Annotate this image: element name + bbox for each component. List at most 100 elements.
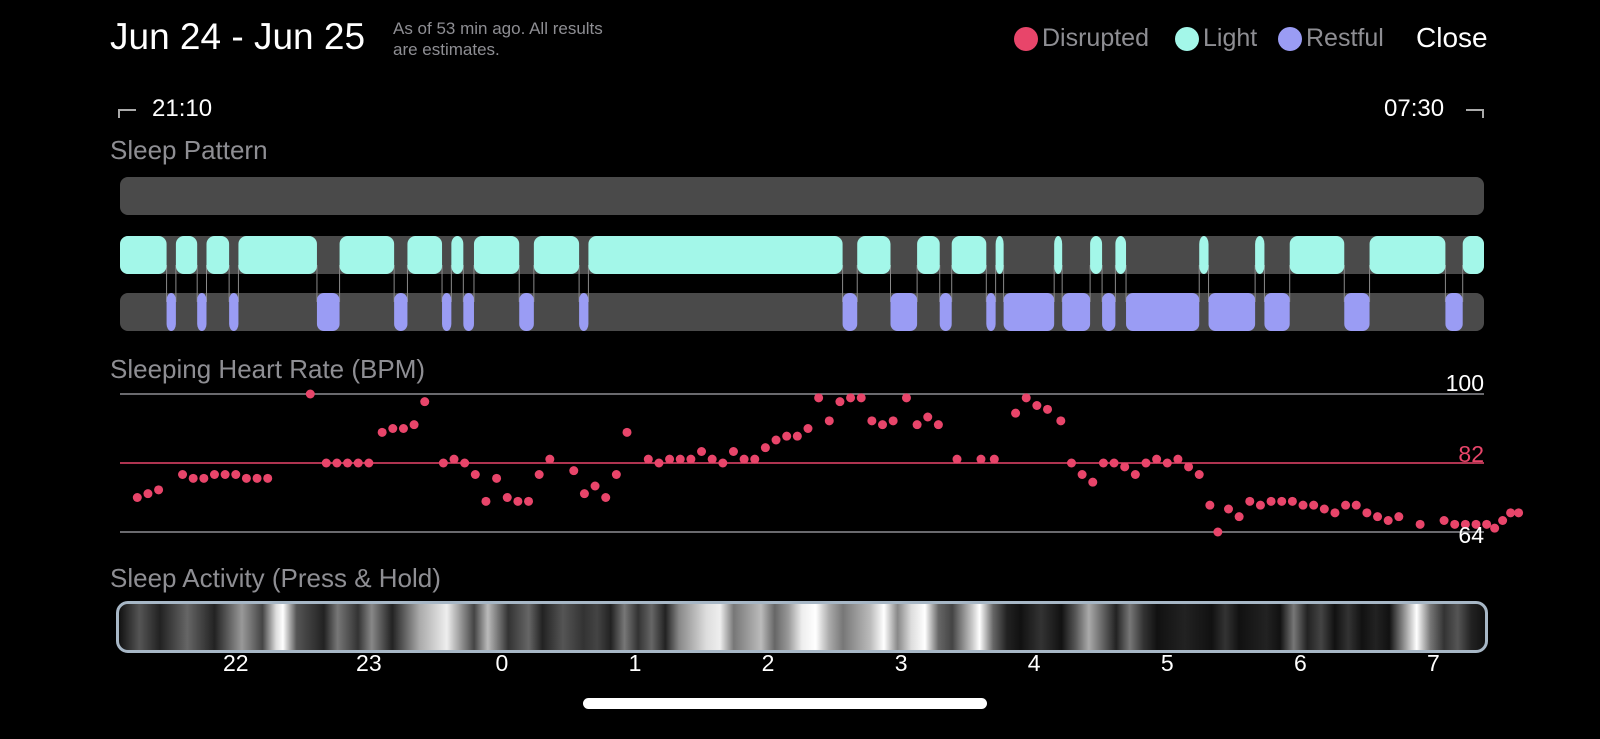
restful-segment (842, 293, 858, 331)
restful-segment (197, 293, 207, 331)
hr-point (933, 420, 943, 430)
time-tick-label: 2 (761, 650, 775, 676)
hr-point (569, 466, 579, 476)
home-indicator[interactable] (583, 698, 987, 709)
light-segment (1369, 236, 1446, 274)
restful-segment (229, 293, 239, 331)
hr-point (420, 397, 430, 407)
hr-point (824, 416, 834, 426)
hr-point (132, 493, 142, 502)
hr-point (878, 420, 888, 430)
hr-point (492, 473, 502, 483)
light-segment (995, 236, 1004, 274)
hr-point (1287, 496, 1297, 506)
light-segment (451, 236, 464, 274)
restful-segment (394, 293, 408, 331)
hr-point (1130, 470, 1140, 479)
hr-point (1498, 516, 1508, 525)
hr-point (1415, 519, 1425, 529)
sleep-pattern-title: Sleep Pattern (110, 135, 268, 165)
hr-point (1383, 516, 1393, 525)
estimate-note: As of 53 min ago. All results are estima… (393, 18, 603, 60)
hr-point (332, 458, 342, 468)
hr-point (1373, 512, 1383, 522)
restful-segment (579, 293, 589, 331)
hr-point (1245, 496, 1255, 506)
hr-point (856, 393, 866, 403)
hr-point (1223, 504, 1233, 514)
light-segment (857, 236, 891, 274)
light-segment (533, 236, 580, 274)
hr-point (1362, 508, 1372, 518)
restful-segment (1208, 293, 1256, 331)
hr-point (1098, 458, 1108, 468)
light-segment (917, 236, 940, 274)
time-tick-label: 1 (628, 650, 642, 676)
restful-segment (1445, 293, 1463, 331)
hr-point (1298, 500, 1308, 510)
hr-point (1141, 458, 1151, 468)
legend-restful-label: Restful (1306, 24, 1384, 52)
hr-point (1266, 496, 1276, 506)
hr-point (1490, 523, 1500, 533)
hr-point (1319, 504, 1329, 514)
hr-point (1514, 508, 1524, 518)
restful-segment (1126, 293, 1200, 331)
sleep-pattern-chart[interactable] (0, 170, 1600, 335)
hr-point (1011, 408, 1021, 418)
date-range-title: Jun 24 - Jun 25 (110, 16, 366, 57)
legend-light: Light (1175, 24, 1257, 53)
sleep-activity-bar[interactable] (116, 601, 1488, 653)
time-tick-label: 4 (1027, 650, 1041, 676)
hr-point (611, 470, 621, 479)
hr-point (912, 420, 922, 430)
hr-point (1066, 458, 1076, 468)
hr-point (803, 424, 813, 433)
hr-point (377, 427, 387, 437)
hr-point (771, 435, 781, 445)
hr-point (1213, 527, 1223, 537)
hr-point (728, 447, 738, 456)
hr-point (220, 470, 230, 479)
hr-min-label: 64 (1458, 522, 1484, 548)
hr-point (835, 397, 845, 407)
legend-light-label: Light (1203, 24, 1258, 52)
hr-point (231, 470, 241, 479)
stage-connectors (166, 265, 1464, 302)
hr-point (1394, 512, 1404, 522)
restful-segment (316, 293, 340, 331)
hr-point (814, 393, 824, 403)
hr-point (976, 454, 986, 464)
hr-point (1330, 508, 1340, 518)
hr-point (1341, 500, 1351, 510)
range-end-bracket-icon (1466, 109, 1484, 118)
light-segment (407, 236, 443, 274)
hr-point (792, 431, 802, 441)
light-segment (238, 236, 317, 274)
restful-dot-icon (1278, 26, 1302, 51)
hr-point (901, 393, 911, 403)
hr-point (1152, 454, 1162, 464)
light-segment (339, 236, 395, 274)
hr-point (438, 458, 448, 468)
hr-point (1184, 462, 1194, 472)
hr-point (867, 416, 877, 426)
hr-point (846, 393, 856, 403)
disrupted-track (120, 177, 1484, 215)
range-start-bracket-icon (118, 109, 136, 118)
close-button[interactable]: Close (1416, 22, 1488, 53)
time-tick-label: 22 (222, 650, 249, 676)
hr-point (1482, 519, 1492, 529)
light-segment (175, 236, 198, 274)
hr-point (188, 473, 198, 483)
hr-point (1056, 416, 1066, 426)
hr-point (750, 454, 760, 464)
hr-point (665, 454, 675, 464)
legend-restful: Restful (1278, 24, 1384, 53)
time-tick-label: 5 (1160, 650, 1174, 676)
hr-point (760, 443, 770, 453)
hr-point (697, 447, 707, 456)
light-segment (473, 236, 520, 274)
hr-point (353, 458, 363, 468)
hr-point (707, 454, 717, 464)
